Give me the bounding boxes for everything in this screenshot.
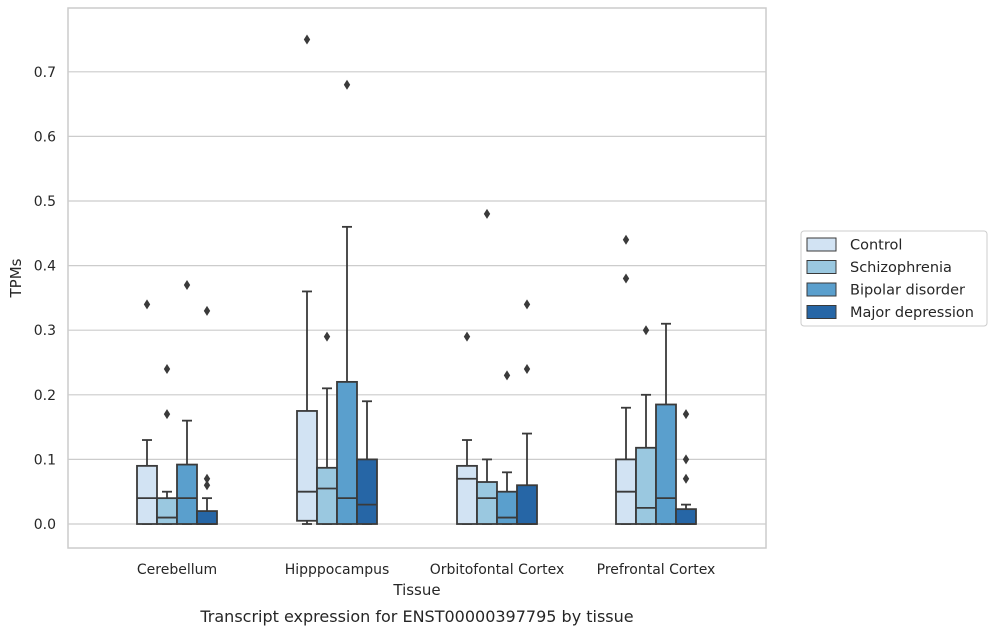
box-3-3 <box>675 409 697 525</box>
box-3-0 <box>196 305 218 525</box>
x-axis-title: Tissue <box>392 581 440 599</box>
legend-label: Major depression <box>850 305 974 321</box>
outlier-point <box>523 299 531 310</box>
y-axis-title: TPMs <box>7 258 25 298</box>
box-2-0 <box>176 279 198 525</box>
outlier-point <box>343 79 351 90</box>
plot-area <box>136 34 697 525</box>
legend-swatch <box>806 260 837 274</box>
outlier-point <box>523 363 531 374</box>
outlier-point <box>483 208 491 219</box>
outlier-point <box>203 480 211 491</box>
box-0-0 <box>136 299 158 525</box>
outlier-point <box>642 325 650 336</box>
box-body <box>356 458 378 525</box>
box-1-1 <box>316 331 338 525</box>
outlier-point <box>303 34 311 45</box>
legend-swatch <box>806 282 837 297</box>
y-tick-label: 0.7 <box>34 65 56 81</box>
box-3-1 <box>356 400 378 525</box>
outlier-point <box>463 331 471 342</box>
legend-label: Schizophrenia <box>850 260 952 276</box>
box-body <box>655 403 677 525</box>
x-tick-label: Orbitofontal Cortex <box>430 562 565 578</box>
box-body <box>516 484 538 525</box>
box-body <box>456 464 478 525</box>
legend-label: Control <box>850 238 902 254</box>
box-body <box>316 466 338 525</box>
x-tick-label: Hipppocampus <box>285 562 390 578</box>
outlier-point <box>143 299 151 310</box>
box-1-2 <box>476 208 498 525</box>
legend-swatch <box>806 305 837 319</box>
y-tick-label: 0.6 <box>34 129 56 145</box>
box-body <box>156 497 178 525</box>
y-tick-label: 0.5 <box>34 194 56 210</box>
outlier-point <box>163 363 171 374</box>
box-body <box>136 464 158 525</box>
outlier-point <box>503 370 511 381</box>
outlier-point <box>203 473 211 484</box>
box-3-2 <box>516 299 538 525</box>
y-tick-label: 0.0 <box>34 517 56 533</box>
box-body <box>635 446 657 525</box>
x-tick-label: Cerebellum <box>137 562 217 578</box>
box-1-3 <box>635 325 657 525</box>
x-tick-label: Prefrontal Cortex <box>597 562 716 578</box>
y-tick-label: 0.2 <box>34 388 56 404</box>
box-body <box>336 380 358 525</box>
legend-frame <box>800 230 988 327</box>
outlier-point <box>622 273 630 284</box>
x-axis-ticks: Cerebellum Hipppocampus Orbitofontal Corte… <box>137 562 715 578</box>
box-2-2 <box>496 370 518 525</box>
box-body <box>476 481 498 525</box>
box-body <box>496 490 518 525</box>
outlier-point <box>622 234 630 245</box>
y-tick-label: 0.4 <box>34 259 56 275</box>
outlier-point <box>323 331 331 342</box>
plot-frame <box>67 7 767 549</box>
outlier-point <box>682 454 690 465</box>
gridlines <box>68 71 766 525</box>
box-body <box>196 510 218 525</box>
outlier-point <box>682 473 690 484</box>
y-tick-label: 0.1 <box>34 452 56 468</box>
outlier-point <box>183 279 191 290</box>
legend-swatch <box>806 237 837 252</box>
outlier-point <box>682 409 690 420</box>
box-body <box>296 410 318 522</box>
box-2-3 <box>655 322 677 525</box>
y-tick-label: 0.3 <box>34 323 56 339</box>
box-0-1 <box>296 34 318 525</box>
box-1-0 <box>156 363 178 525</box>
legend: Control Schizophrenia Bipolar disorder Majo… <box>800 230 988 327</box>
box-body <box>176 463 198 525</box>
y-axis-ticks: 0.0 0.1 0.2 0.3 0.4 0.5 0.6 0.7 <box>34 65 56 533</box>
chart-caption: Transcript expression for ENST0000039779… <box>199 607 633 626</box>
outlier-point <box>203 305 211 316</box>
legend-label: Bipolar disorder <box>850 283 965 299</box>
box-2-1 <box>336 79 358 525</box>
box-body <box>675 508 697 525</box>
outlier-point <box>163 409 171 420</box>
box-0-2 <box>456 331 478 525</box>
box-0-3 <box>615 234 637 525</box>
